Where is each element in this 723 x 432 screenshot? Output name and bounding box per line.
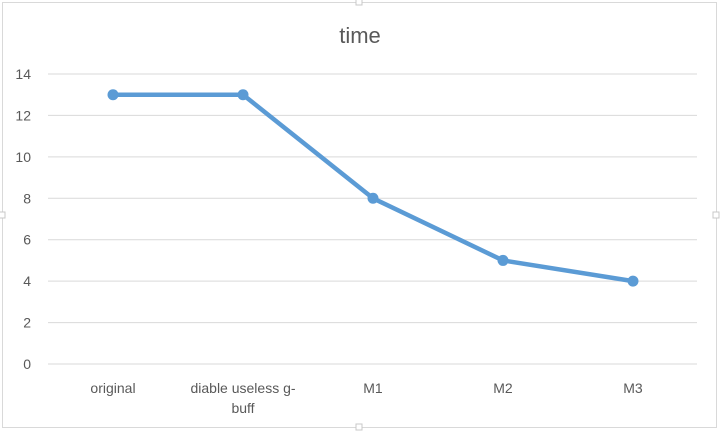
gridlines [48,73,697,365]
y-tick-label-4: 4 [23,273,31,289]
y-tick-label-14: 14 [15,66,31,82]
y-tick-label-12: 12 [15,107,31,123]
series-line-0 [110,92,636,284]
chart-title: time [339,23,381,48]
data-point-M3 [627,275,639,287]
x-tick-label-1: diable useless g-buff [190,380,295,416]
y-axis-tick-labels: 0 2 4 6 8 10 12 14 [15,66,31,372]
y-tick-label-10: 10 [15,149,31,165]
chart-frame [2,2,717,428]
x-tick-label-3: M2 [493,380,513,396]
x-tick-label-0: original [90,380,135,396]
y-tick-label-6: 6 [23,232,31,248]
series-layer [107,89,639,287]
data-point-M2 [497,254,509,266]
resize-handle-right[interactable] [712,211,720,219]
data-point-diable-useless-g-buff [237,89,249,101]
resize-handle-top[interactable] [355,0,363,6]
resize-handle-bottom[interactable] [355,423,363,431]
data-point-M1 [367,192,379,204]
resize-handle-left[interactable] [0,211,6,219]
y-tick-label-0: 0 [23,356,31,372]
x-tick-label-2: M1 [363,380,383,396]
data-point-original [107,89,119,101]
y-tick-label-2: 2 [23,315,31,331]
y-tick-label-8: 8 [23,190,31,206]
x-tick-label-4: M3 [623,380,643,396]
x-axis-tick-labels: original diable useless g-buff M1 M2 M3 [90,380,643,416]
